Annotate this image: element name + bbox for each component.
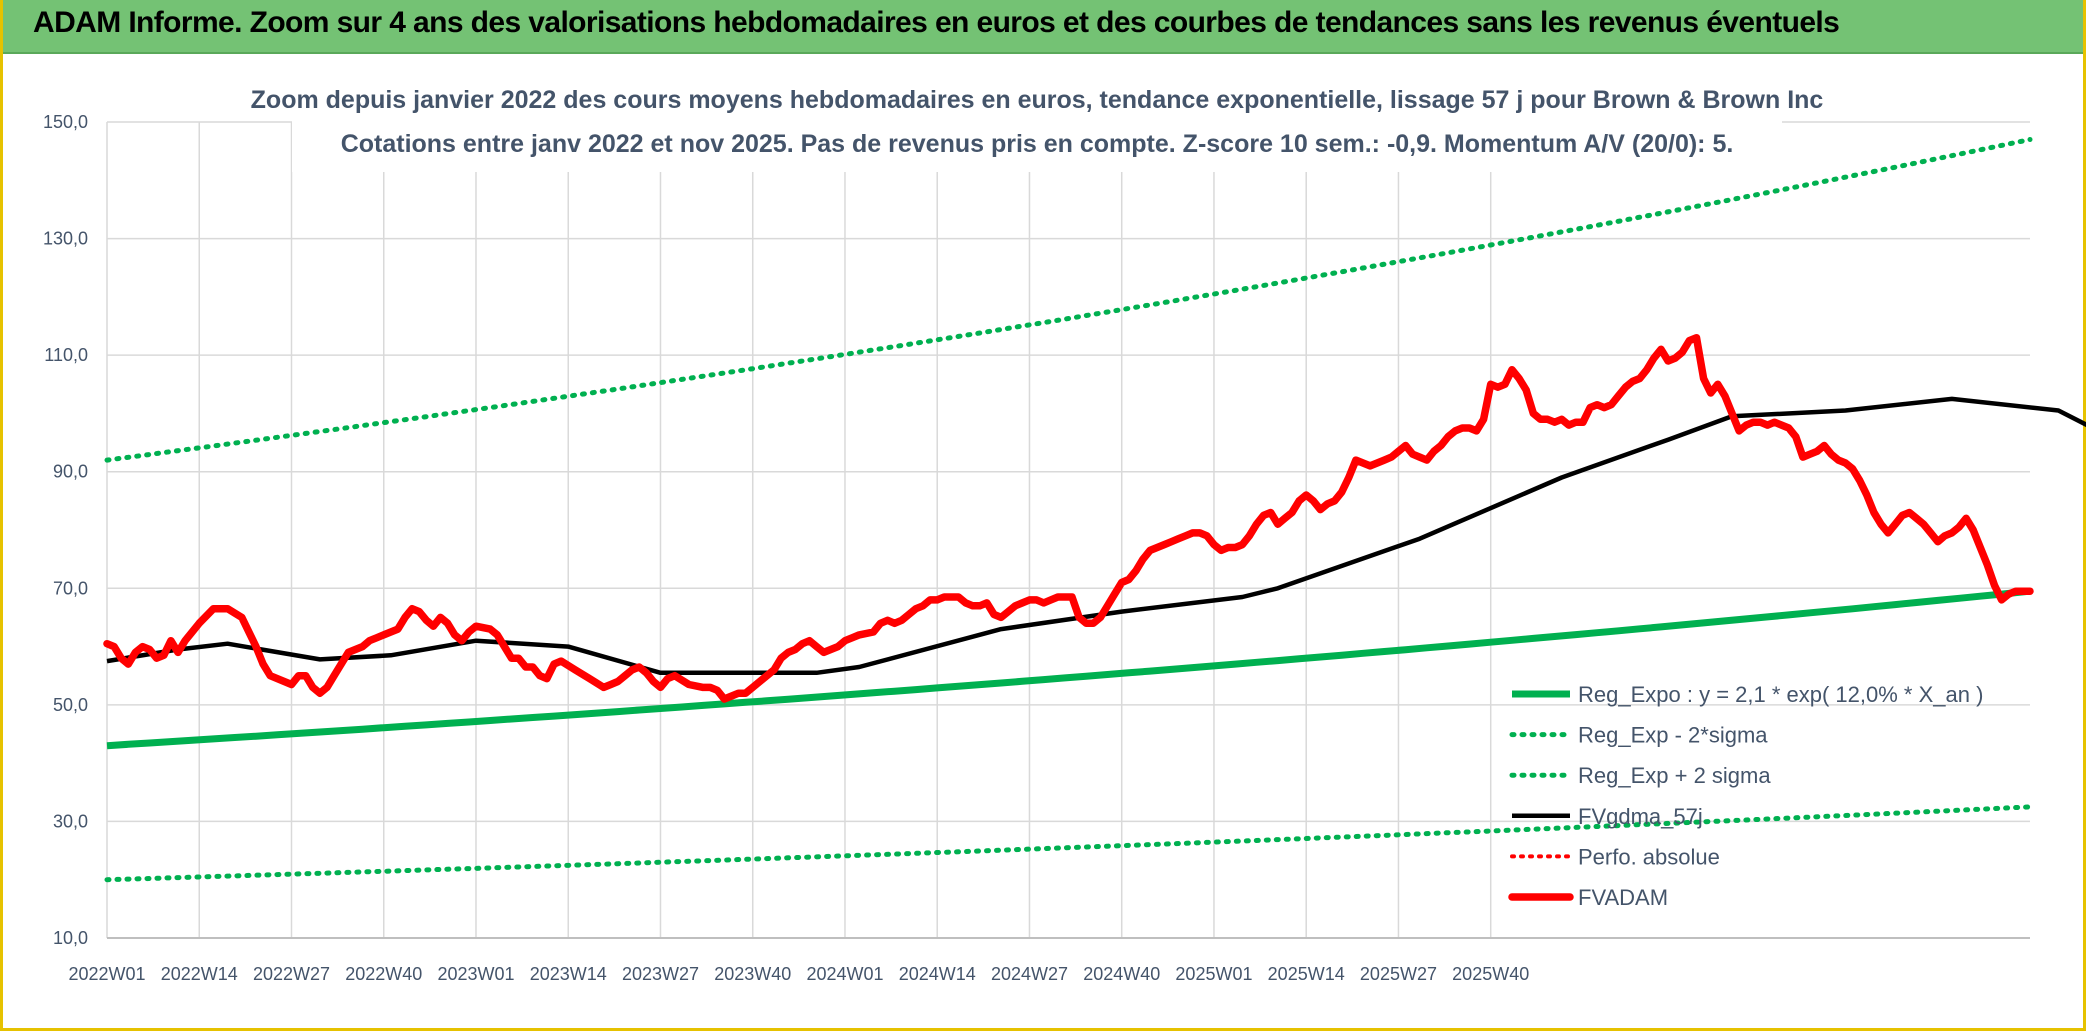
x-tick-label: 2024W40: [1083, 964, 1160, 984]
x-tick-label: 2023W01: [437, 964, 514, 984]
x-tick-label: 2022W40: [345, 964, 422, 984]
y-tick-label: 50,0: [53, 695, 88, 715]
legend-label: FVgdma_57j: [1578, 804, 1703, 829]
x-tick-label: 2024W01: [806, 964, 883, 984]
grid-lines: [106, 121, 2030, 939]
series-layer: [103, 137, 2086, 883]
legend-label: Reg_Exp + 2 sigma: [1578, 763, 1771, 788]
chart-title-background: [292, 72, 1782, 172]
x-tick-label: 2024W14: [899, 964, 976, 984]
legend-label: Reg_Expo : y = 2,1 * exp( 12,0% * X_an ): [1578, 682, 1983, 707]
reg-exp-minus-2-sigma-line: [104, 804, 2033, 883]
chart-title-line1: Zoom depuis janvier 2022 des cours moyen…: [251, 86, 1824, 114]
y-tick-label: 70,0: [53, 578, 88, 598]
x-tick-label: 2023W40: [714, 964, 791, 984]
y-tick-label: 30,0: [53, 811, 88, 831]
reg-exp-plus-2-sigma-line: [104, 137, 2033, 463]
x-tick-label: 2025W01: [1175, 964, 1252, 984]
legend-label: Reg_Exp - 2*sigma: [1578, 723, 1768, 748]
y-axis-tick-labels: 10,0 30,0 50,0 70,0 90,0 110,0 130,0 150,0: [43, 112, 88, 948]
fvadam-line: [103, 333, 2034, 703]
title-banner: ADAM Informe. Zoom sur 4 ans des valoris…: [3, 0, 2083, 54]
legend-label: FVADAM: [1578, 885, 1668, 910]
reg-expo-line: [106, 587, 2031, 750]
y-tick-label: 110,0: [44, 345, 88, 365]
x-axis-tick-labels: 2022W01 2022W14 2022W27 2022W40 2023W01 2023W…: [68, 964, 1529, 984]
x-tick-label: 2024W27: [991, 964, 1068, 984]
legend-label: Perfo. absolue: [1578, 844, 1720, 869]
x-tick-label: 2023W14: [530, 964, 607, 984]
legend: Reg_Expo : y = 2,1 * exp( 12,0% * X_an )…: [1508, 682, 1983, 910]
x-tick-label: 2025W40: [1452, 964, 1529, 984]
x-tick-label: 2022W01: [68, 964, 145, 984]
x-tick-label: 2022W14: [161, 964, 238, 984]
y-tick-label: 150,0: [43, 112, 88, 132]
x-tick-label: 2022W27: [253, 964, 330, 984]
fvgdma-57j-line: [106, 396, 2086, 676]
y-tick-label: 90,0: [53, 462, 88, 482]
x-tick-label: 2023W27: [622, 964, 699, 984]
x-tick-label: 2025W14: [1268, 964, 1345, 984]
y-tick-label: 130,0: [43, 229, 88, 249]
y-tick-label: 10,0: [53, 928, 88, 948]
chart-title-line2: Cotations entre janv 2022 et nov 2025. P…: [341, 130, 1734, 158]
x-tick-label: 2025W27: [1360, 964, 1437, 984]
page-title: ADAM Informe. Zoom sur 4 ans des valoris…: [33, 6, 1840, 39]
